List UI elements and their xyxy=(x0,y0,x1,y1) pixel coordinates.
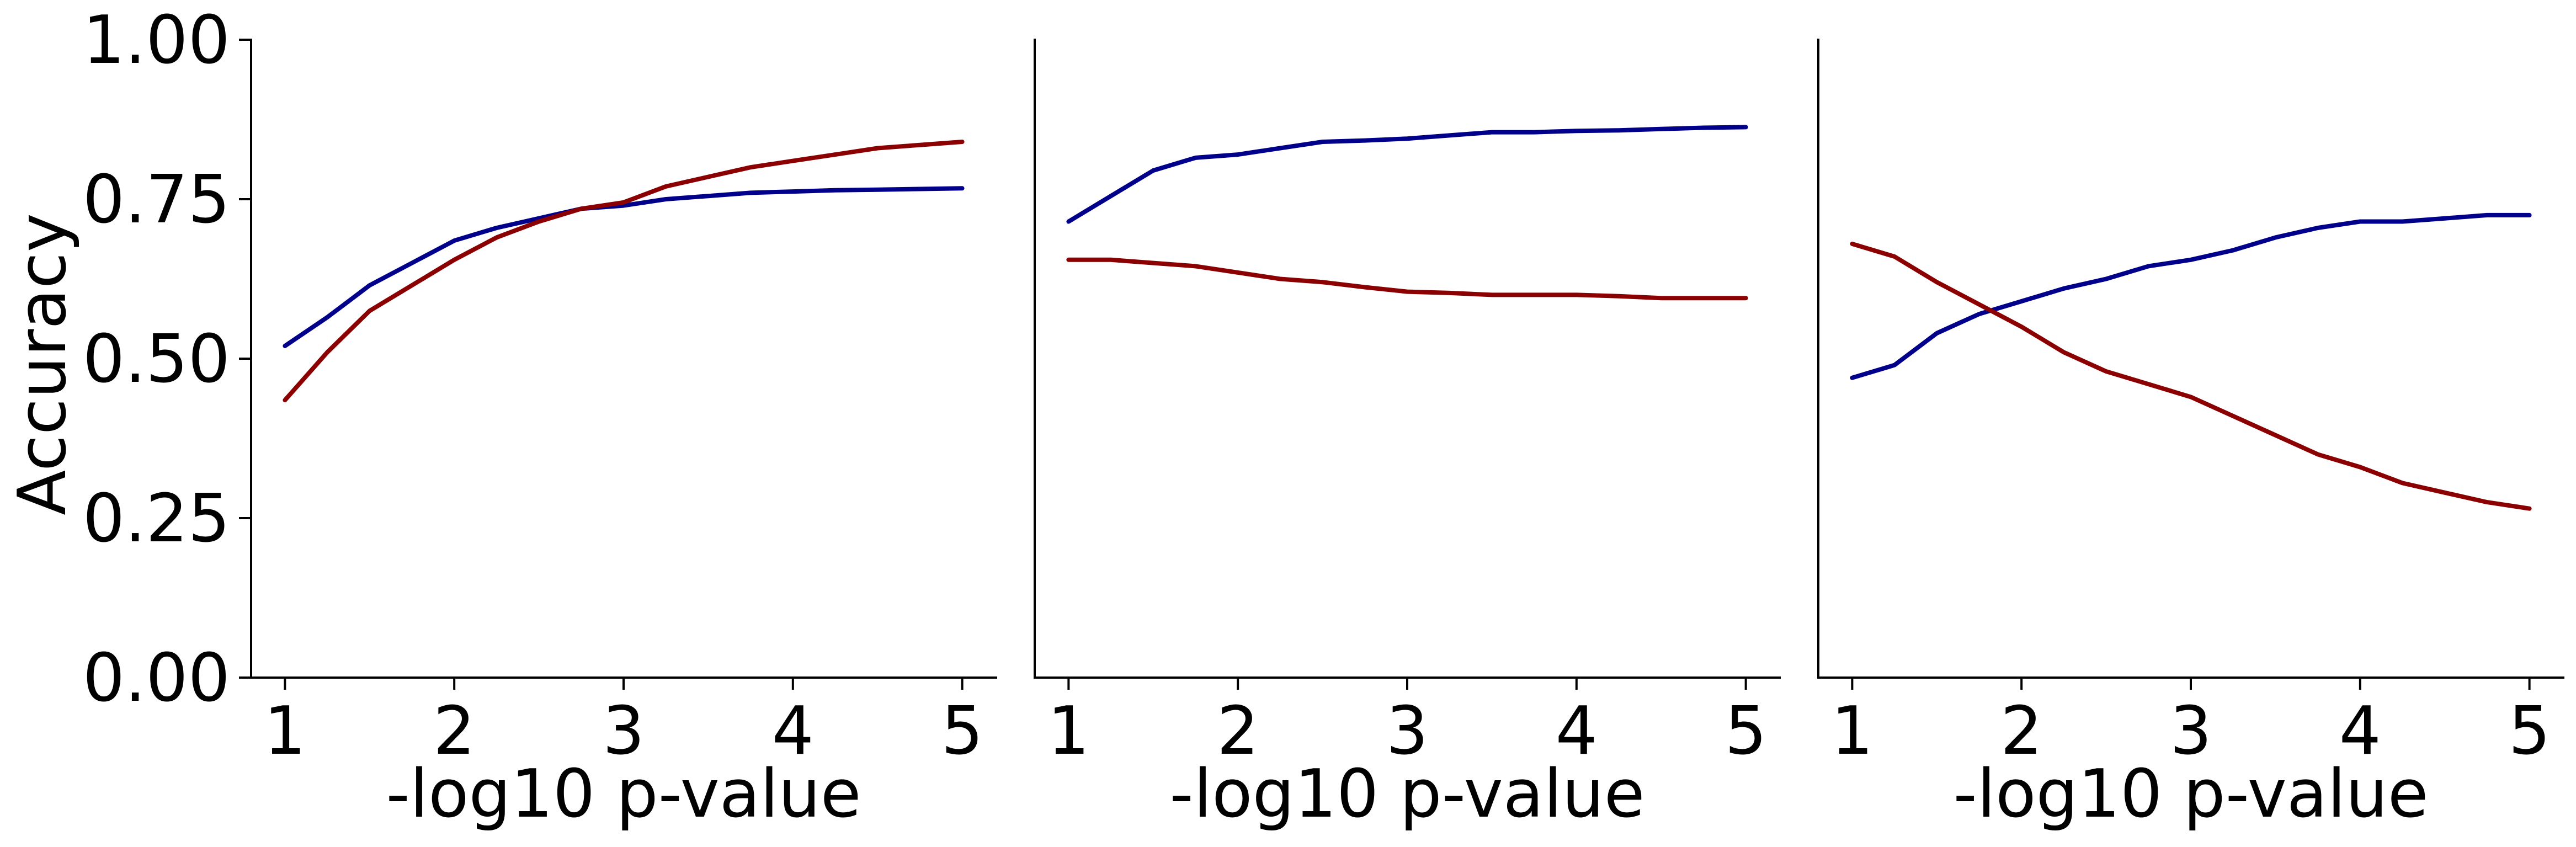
panel-3: 1 2 3 4 5 -log10 p-value xyxy=(1817,39,2564,833)
panel-2: 1 2 3 4 5 -log10 p-value xyxy=(1034,39,1781,833)
y-axis-label: Accuracy xyxy=(4,213,81,515)
panel-3-x-tick-label: 2 xyxy=(2000,693,2042,770)
panel-1-x-axis-label: -log10 p-value xyxy=(386,756,861,833)
panel-2-x-tick-label: 3 xyxy=(1386,693,1428,770)
chart-panels: 1 2 3 4 50.000.250.500.751.00-log10 p-value1… xyxy=(83,2,2564,833)
panel-1-y-tick-label: 0.50 xyxy=(83,321,230,398)
panel-1-y-tick-label: 0.00 xyxy=(83,640,230,717)
panel-1-x-tick-label: 5 xyxy=(941,693,983,770)
panel-2-series-2-line xyxy=(1066,257,1748,301)
panel-1: 1 2 3 4 5 0.00 0.25 0.50 0.75 1.00 -log10 p-value xyxy=(83,2,997,833)
panel-3-x-tick-label: 3 xyxy=(2170,693,2212,770)
panel-1-x-tick-label: 1 xyxy=(264,693,306,770)
panel-1-y-tick-label: 1.00 xyxy=(83,2,230,79)
panel-3-x-tick-label: 5 xyxy=(2508,693,2550,770)
panel-3-series-1-line xyxy=(1850,212,2532,380)
panel-3-series-2-line xyxy=(1850,241,2532,511)
panel-2-x-tick-label: 2 xyxy=(1217,693,1259,770)
panel-2-x-tick-label: 5 xyxy=(1725,693,1766,770)
panel-1-series-1-line xyxy=(283,186,965,348)
panel-2-x-tick-label: 1 xyxy=(1047,693,1089,770)
panel-1-x-tick-label: 2 xyxy=(433,693,475,770)
panel-1-y-tick-label: 0.75 xyxy=(83,162,230,238)
panel-2-series-1-line xyxy=(1066,125,1748,224)
panel-1-x-tick-label: 4 xyxy=(772,693,814,770)
panel-3-x-tick-label: 4 xyxy=(2339,693,2381,770)
panel-3-x-axis-label: -log10 p-value xyxy=(1953,756,2428,833)
panel-1-x-tick-label: 3 xyxy=(603,693,645,770)
panel-3-x-tick-label: 1 xyxy=(1831,693,1873,770)
panel-1-series-2-line xyxy=(283,140,965,403)
panel-1-y-tick-label: 0.25 xyxy=(83,481,230,557)
panel-2-x-axis-label: -log10 p-value xyxy=(1169,756,1644,833)
panel-2-x-tick-label: 4 xyxy=(1556,693,1598,770)
